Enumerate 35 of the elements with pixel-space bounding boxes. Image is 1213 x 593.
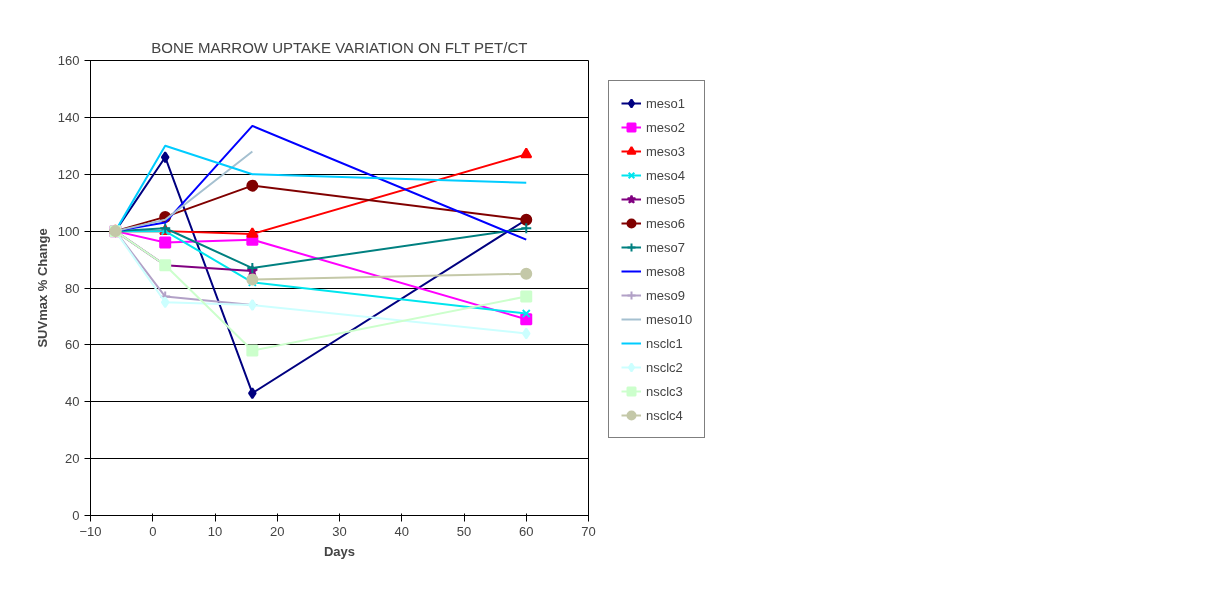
y-tick-label: 120 [57,166,80,182]
y-tick-label: 100 [57,223,80,239]
legend-label: meso8 [646,263,686,279]
y-tick-label: 20 [65,451,80,467]
x-tick-label: 30 [332,523,347,539]
legend-label: meso4 [646,167,686,183]
legend-label: meso3 [646,143,686,159]
legend-label: meso6 [646,215,686,231]
legend-label: nsclc3 [646,383,683,399]
legend-label: meso2 [646,119,686,135]
legend-label: meso10 [646,311,693,327]
x-tick-label: 40 [394,523,409,539]
y-tick-label: 40 [65,394,80,410]
y-tick-label: 0 [72,508,80,523]
x-tick-label: 70 [581,523,596,539]
y-tick-label: 140 [57,109,80,125]
legend-label: nsclc1 [646,335,683,351]
x-tick-label: 10 [207,523,223,539]
legend-label: meso1 [646,95,686,111]
x-tick-label: 0 [149,523,157,539]
x-tick-label: 50 [456,523,472,539]
legend-label: meso5 [646,191,686,207]
y-tick-label: 160 [57,53,80,68]
y-tick-label: 60 [65,337,80,353]
legend-label: meso9 [646,287,686,303]
chart-title: BONE MARROW UPTAKE VARIATION ON FLT PET/CT [151,38,528,56]
x-tick-label: −10 [79,523,102,539]
x-tick-label: 60 [519,523,534,539]
legend-label: nsclc4 [646,407,683,423]
legend-label: nsclc2 [646,359,683,375]
x-axis-title: Days [323,543,356,559]
y-tick-label: 80 [65,280,80,296]
legend-label: meso7 [646,239,686,255]
x-tick-label: 20 [270,523,285,539]
y-axis-title: SUVmax % Change [34,228,50,348]
